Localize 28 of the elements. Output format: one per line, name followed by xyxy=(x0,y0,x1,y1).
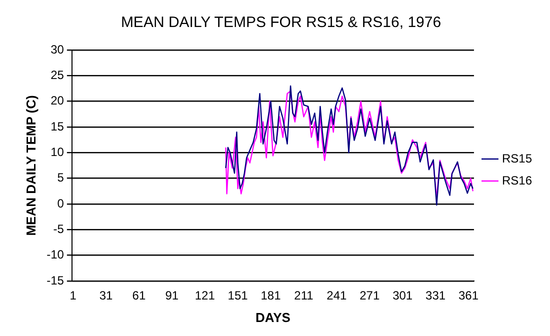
y-tick-label: -5 xyxy=(53,222,64,236)
y-tick-label: 20 xyxy=(50,94,64,108)
x-tick-label: 61 xyxy=(132,288,146,303)
x-tick-label: 31 xyxy=(99,288,113,303)
x-tick-label: 301 xyxy=(392,288,413,303)
y-tick-label: -15 xyxy=(46,273,64,288)
x-tick-label: 91 xyxy=(165,288,179,303)
y-tick-label: 10 xyxy=(50,144,64,159)
chart-title: MEAN DAILY TEMPS FOR RS15 & RS16, 1976 xyxy=(120,14,442,32)
x-tick-label: 361 xyxy=(458,288,479,303)
x-tick-label: 181 xyxy=(260,288,282,303)
x-tick-label: 211 xyxy=(294,288,314,303)
x-axis-title: DAYS xyxy=(255,310,291,325)
y-tick-label: -10 xyxy=(46,248,64,262)
y-axis-title: MEAN DAILY TEMP (C) xyxy=(23,95,38,236)
legend-label: RS16 xyxy=(502,173,532,188)
x-tick-label: 1 xyxy=(70,288,77,303)
y-tick-label: 25 xyxy=(50,68,64,82)
y-tick-label: 0 xyxy=(57,196,64,210)
y-tick-label: 15 xyxy=(50,119,64,134)
y-tick-label: 5 xyxy=(57,170,64,185)
legend-label: RS15 xyxy=(502,151,532,166)
x-tick-label: 121 xyxy=(194,288,216,303)
x-tick-label: 331 xyxy=(426,288,446,303)
x-tick-label: 241 xyxy=(326,288,348,303)
x-tick-label: 271 xyxy=(360,288,380,303)
x-tick-label: 151 xyxy=(228,288,248,303)
y-tick-label: 30 xyxy=(50,42,64,56)
